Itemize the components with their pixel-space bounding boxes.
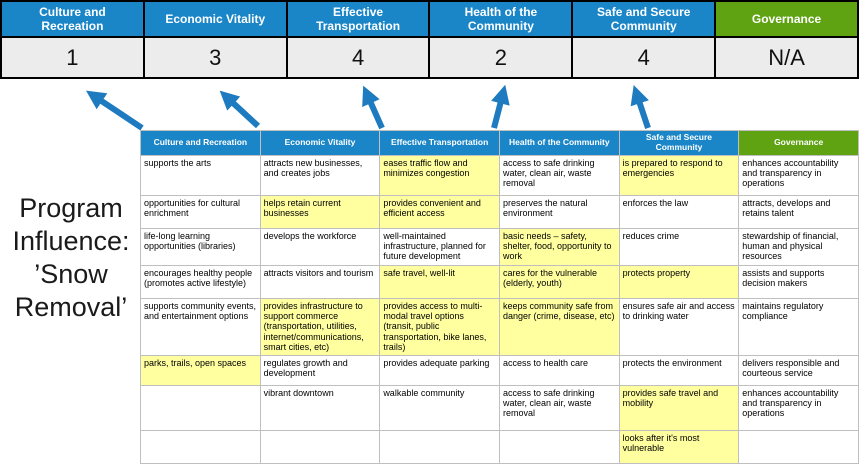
banner-header-governance: Governance (716, 2, 857, 36)
banner-header-health-of-the-community: Health of the Community (430, 2, 572, 36)
table-cell: ensures safe air and access to drinking … (618, 297, 740, 356)
table-cell: life-long learning opportunities (librar… (140, 227, 261, 266)
table-cell: provides infrastructure to support comme… (259, 297, 381, 356)
table-cell: provides convenient and efficient access (379, 194, 500, 229)
table-cell: attracts, develops and retains talent (738, 194, 859, 229)
table-cell (259, 429, 381, 464)
col-header-governance: Governance (738, 130, 859, 156)
score-safe-and-secure-community: 4 (573, 38, 715, 77)
col-header-effective-transportation: Effective Transportation (379, 130, 500, 156)
table-header-row: Culture and Recreation Economic Vitality… (140, 130, 859, 156)
table-cell: assists and supports decision makers (738, 264, 859, 299)
influence-arrows (86, 84, 651, 131)
arrow-economic-vitality (219, 90, 261, 129)
arrow-culture-and-recreation (86, 90, 144, 131)
table-row: vibrant downtown walkable community acce… (140, 384, 859, 431)
banner-header-effective-transportation: Effective Transportation (287, 2, 429, 36)
banner-header-row: Culture and Recreation Economic Vitality… (2, 2, 857, 36)
table-cell: provides access to multi-modal travel op… (379, 297, 500, 356)
banner-score-row: 1 3 4 2 4 N/A (2, 38, 857, 77)
table-row: parks, trails, open spaces regulates gro… (140, 354, 859, 386)
table-cell: maintains regulatory compliance (738, 297, 859, 356)
table-cell (498, 429, 620, 464)
table-cell: preserves the natural environment (498, 194, 620, 229)
table-cell: walkable community (379, 384, 500, 431)
score-culture-and-recreation: 1 (2, 38, 143, 77)
table-cell (140, 429, 261, 464)
table-cell: protects property (618, 264, 740, 299)
table-cell: opportunities for cultural enrichment (140, 194, 261, 229)
table-row: looks after it's most vulnerable (140, 429, 859, 464)
table-cell: access to safe drinking water, clean air… (498, 384, 620, 431)
table-cell: provides safe travel and mobility (618, 384, 740, 431)
table-cell (140, 384, 261, 431)
table-cell: regulates growth and development (259, 354, 381, 386)
table-cell: well-maintained infrastructure, planned … (379, 227, 500, 266)
arrow-health-of-the-community (491, 84, 510, 129)
table-cell: attracts new businesses, and creates job… (259, 154, 381, 196)
table-cell: cares for the vulnerable (elderly, youth… (498, 264, 620, 299)
banner-header-safe-and-secure-community: Safe and Secure Community (573, 2, 715, 36)
score-effective-transportation: 4 (287, 38, 429, 77)
score-health-of-the-community: 2 (430, 38, 572, 77)
table-cell: basic needs – safety, shelter, food, opp… (498, 227, 620, 266)
table-cell: vibrant downtown (259, 384, 381, 431)
table-cell: helps retain current businesses (259, 194, 381, 229)
col-header-culture-and-recreation: Culture and Recreation (140, 130, 261, 156)
table-row: encourages healthy people (promotes acti… (140, 264, 859, 299)
table-cell: attracts visitors and tourism (259, 264, 381, 299)
col-header-health-of-the-community: Health of the Community (498, 130, 620, 156)
score-banner: Culture and Recreation Economic Vitality… (0, 0, 859, 79)
table-cell (379, 429, 500, 464)
banner-header-culture-and-recreation: Culture and Recreation (2, 2, 143, 36)
table-cell: enforces the law (618, 194, 740, 229)
arrow-effective-transportation (362, 85, 385, 130)
score-economic-vitality: 3 (144, 38, 286, 77)
table-cell: keeps community safe from danger (crime,… (498, 297, 620, 356)
score-governance: N/A (716, 38, 857, 77)
table-cell: eases traffic flow and minimizes congest… (379, 154, 500, 196)
table-cell: provides adequate parking (379, 354, 500, 386)
table-cell: looks after it's most vulnerable (618, 429, 740, 464)
banner-header-economic-vitality: Economic Vitality (144, 2, 286, 36)
table-cell: is prepared to respond to emergencies (618, 154, 740, 196)
table-cell: reduces crime (618, 227, 740, 266)
table-cell: enhances accountability and transparency… (738, 384, 859, 431)
table-cell: develops the workforce (259, 227, 381, 266)
table-cell: enhances accountability and transparency… (738, 154, 859, 196)
col-header-economic-vitality: Economic Vitality (259, 130, 381, 156)
table-cell: encourages healthy people (promotes acti… (140, 264, 261, 299)
table-cell: access to safe drinking water, clean air… (498, 154, 620, 196)
influence-table: Culture and Recreation Economic Vitality… (140, 130, 859, 464)
table-cell: safe travel, well-lit (379, 264, 500, 299)
table-cell: supports the arts (140, 154, 261, 196)
table-cell: supports community events, and entertain… (140, 297, 261, 356)
page-title: Program Influence: ’Snow Removal’ (12, 193, 130, 322)
table-cell: access to health care (498, 354, 620, 386)
table-cell: protects the environment (618, 354, 740, 386)
arrow-safe-and-secure-community (630, 85, 651, 129)
table-cell: delivers responsible and courteous servi… (738, 354, 859, 386)
col-header-safe-and-secure-community: Safe and Secure Community (618, 130, 740, 156)
table-cell: parks, trails, open spaces (140, 354, 261, 386)
table-row: life-long learning opportunities (librar… (140, 227, 859, 266)
table-row: opportunities for cultural enrichment he… (140, 194, 859, 229)
table-cell: stewardship of financial, human and phys… (738, 227, 859, 266)
table-cell (738, 429, 859, 464)
table-row: supports the arts attracts new businesse… (140, 154, 859, 196)
table-row: supports community events, and entertain… (140, 297, 859, 356)
